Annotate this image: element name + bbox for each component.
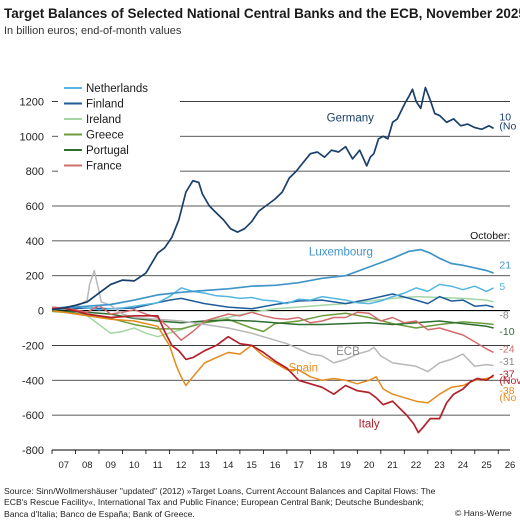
x-tick-label: 20	[364, 460, 375, 471]
series-line-luxembourg	[51, 248, 494, 310]
y-tick-label: -600	[22, 410, 44, 422]
x-tick-label: 24	[458, 460, 469, 471]
x-tick-label: 12	[176, 460, 187, 471]
x-tick-label: 26	[505, 460, 516, 471]
x-tick-label: 08	[82, 460, 93, 471]
value-annotation: -24	[499, 343, 514, 355]
y-tick-label: 1000	[20, 131, 44, 143]
legend-item: Portugal	[86, 145, 129, 157]
y-tick-label: -800	[22, 445, 44, 457]
y-tick-label: 400	[26, 236, 44, 248]
series-line-germany	[51, 86, 495, 311]
series-line-ireland	[51, 295, 494, 338]
x-tick-label: 25	[481, 460, 492, 471]
series-label-ecb: ECB	[336, 346, 360, 358]
x-tick-label: 15	[246, 460, 257, 471]
value-annotation: (No	[499, 392, 516, 404]
x-tick-label: 13	[199, 460, 210, 471]
chart-subtitle: In billion euros; end-of-month values	[4, 25, 182, 37]
series-line-italy	[51, 307, 495, 434]
x-tick-label: 18	[317, 460, 328, 471]
legend-item: Finland	[86, 99, 124, 111]
value-annotation: 21	[499, 260, 511, 272]
copyright-note: © Hans-Werne	[455, 508, 512, 518]
value-annotation: -8	[499, 309, 508, 321]
x-tick-label: 19	[340, 460, 351, 471]
y-tick-label: -400	[22, 375, 44, 387]
value-annotation: -31	[499, 356, 514, 368]
value-annotation: 10	[499, 112, 511, 124]
series-lines	[51, 86, 495, 434]
y-tick-label: 800	[26, 166, 44, 178]
legend-item: France	[86, 161, 122, 173]
value-annotation: -37	[499, 368, 514, 380]
y-tick-labels: 1200 1000 800 600 400 200 0 -200 -400 -600 -800	[20, 96, 44, 457]
series-line-spain	[51, 309, 494, 404]
series-line-netherlands	[51, 283, 494, 311]
series-label-spain: Spain	[289, 363, 318, 375]
series-line-ecb	[51, 269, 494, 373]
y-tick-label: 600	[26, 201, 44, 213]
x-tick-label: 17	[293, 460, 304, 471]
series-labels: Germany Luxembourg ECB Spain Italy	[289, 112, 380, 430]
x-tick-label: 21	[387, 460, 398, 471]
series-line-greece	[51, 310, 494, 333]
y-tick-label: 200	[26, 271, 44, 283]
chart-title: Target Balances of Selected National Cen…	[4, 6, 520, 21]
series-label-germany: Germany	[327, 112, 375, 124]
y-tick-label: 0	[38, 306, 44, 318]
legend-item: Greece	[86, 130, 124, 142]
legend: Netherlands Finland Ireland Greece Portugal F…	[58, 78, 180, 173]
value-annotation: (No	[499, 120, 516, 132]
legend-item: Netherlands	[86, 83, 148, 95]
value-annotation: -38	[499, 385, 514, 397]
y-tick-label: -200	[22, 340, 44, 352]
x-tick-labels: 07 08 09 10 11 12 13 14 15 16 17 18 19 20 21 22 23 24 25 26	[51, 450, 516, 471]
x-tick-label: 10	[129, 460, 140, 471]
x-tick-label: 14	[223, 460, 234, 471]
series-label-italy: Italy	[359, 418, 380, 430]
source-note: Source: Sinn/Wollmershäuser "updated" (2…	[4, 486, 436, 519]
legend-background	[58, 78, 180, 173]
value-annotation: 5	[499, 281, 505, 293]
series-label-luxembourg: Luxembourg	[309, 247, 373, 259]
series-line-finland	[51, 293, 494, 311]
line-chart: 1200 1000 800 600 400 200 0 -200 -400 -600 -800 07…	[20, 78, 520, 471]
value-annotation: October:	[470, 230, 510, 242]
value-annotation: (Nov	[499, 375, 520, 387]
legend-item: Ireland	[86, 114, 121, 126]
y-tick-label: 1200	[20, 96, 44, 108]
x-tick-label: 22	[411, 460, 422, 471]
x-tick-label: 07	[58, 460, 69, 471]
series-line-portugal	[51, 309, 494, 329]
value-annotation: -10	[499, 326, 514, 338]
x-tick-label: 16	[270, 460, 281, 471]
series-line-france	[51, 304, 494, 354]
x-tick-label: 23	[434, 460, 445, 471]
x-tick-label: 11	[153, 460, 163, 471]
x-tick-label: 09	[105, 460, 116, 471]
